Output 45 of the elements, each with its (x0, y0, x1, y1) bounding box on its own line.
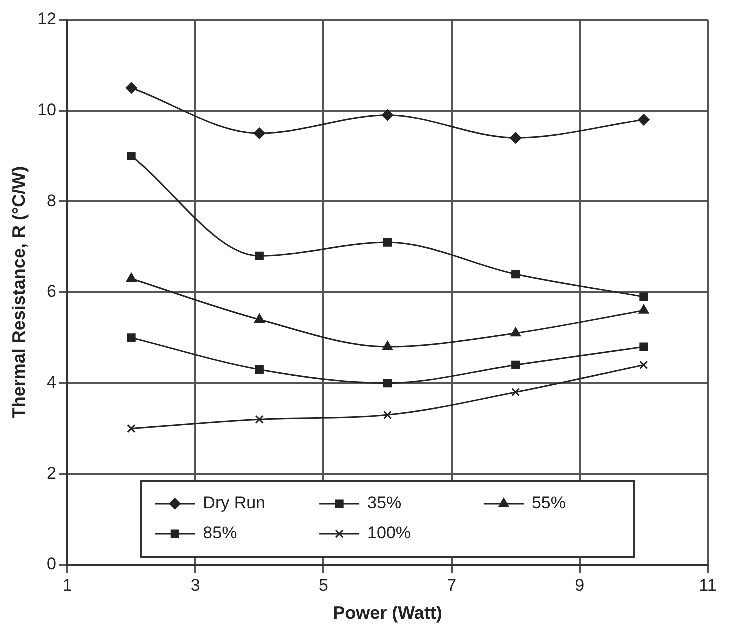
point (255, 252, 264, 260)
point (512, 360, 520, 370)
legend-label: 35% (368, 494, 402, 513)
point (638, 114, 650, 126)
y-axis-title: Thermal Resistance, R (°C/W) (8, 166, 29, 419)
point (126, 82, 138, 94)
point (382, 341, 393, 350)
legend-label: Dry Run (203, 494, 266, 513)
x-tick-label: 5 (318, 576, 328, 595)
point (640, 342, 648, 352)
point (254, 128, 266, 140)
point (512, 388, 520, 397)
point (512, 270, 520, 279)
legend-label: 55% (532, 494, 566, 513)
point (127, 152, 136, 161)
point (254, 314, 265, 323)
y-tick-label: 0 (47, 554, 57, 574)
x-tick-label: 1 (62, 576, 72, 595)
point (383, 410, 392, 420)
x-tick-label: 11 (699, 576, 717, 595)
y-tick-label: 4 (47, 373, 57, 392)
point (382, 110, 394, 122)
y-tick-label: 2 (47, 464, 57, 483)
point (510, 328, 521, 337)
legend-label: 100% (368, 524, 412, 543)
point (255, 415, 264, 424)
point (383, 238, 392, 247)
y-tick-label: 10 (38, 100, 57, 120)
x-tick-label: 9 (575, 576, 585, 595)
y-tick-label: 6 (47, 282, 57, 302)
x-tick-label: 3 (190, 576, 200, 595)
point (383, 379, 392, 388)
point (127, 334, 136, 342)
legend-label: 85% (203, 524, 238, 543)
point (640, 360, 648, 370)
y-tick-label: 12 (38, 10, 57, 29)
point (126, 273, 137, 282)
point (510, 132, 522, 144)
x-axis-title: Power (Watt) (333, 603, 442, 624)
point (255, 365, 264, 374)
y-tick-label: 8 (47, 191, 57, 210)
point (127, 424, 136, 434)
x-tick-label: 7 (447, 576, 457, 595)
point (638, 304, 650, 314)
point (640, 292, 648, 302)
